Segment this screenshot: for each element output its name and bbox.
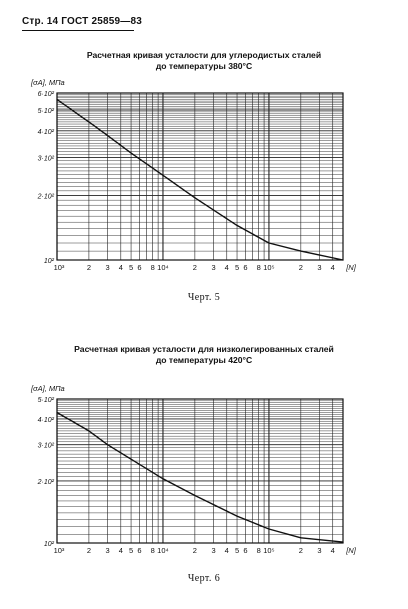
y-axis-label: [σA], МПа — [30, 78, 65, 87]
x-tick-label: 8 — [151, 546, 155, 555]
x-tick-label: 5 — [129, 263, 133, 272]
fatigue-curve — [56, 411, 344, 543]
chart-6-title-line1: Расчетная кривая усталости для низколеги… — [74, 344, 334, 354]
x-tick-label: 3 — [105, 546, 109, 555]
x-tick-label: 2 — [87, 546, 91, 555]
x-tick-label: 2 — [193, 546, 197, 555]
x-tick-label: 5 — [235, 546, 239, 555]
x-tick-label: 3 — [317, 546, 321, 555]
chart-5-caption: Черт. 5 — [187, 292, 221, 303]
x-tick-label: 8 — [257, 546, 261, 555]
x-tick-label: 4 — [331, 546, 335, 555]
y-tick-label: 6·10² — [38, 91, 55, 98]
y-tick-label: 2·10² — [37, 479, 55, 486]
x-tick-label: 6 — [243, 263, 247, 272]
y-tick-label: 5·10² — [38, 108, 55, 115]
x-tick-label: 2 — [299, 546, 303, 555]
x-tick-label: 5 — [235, 263, 239, 272]
y-tick-label: 2·10² — [37, 193, 55, 200]
x-tick-label: 10³ — [54, 546, 65, 555]
x-tick-label: 3 — [211, 546, 215, 555]
x-tick-label: 6 — [137, 546, 141, 555]
x-tick-label: 4 — [331, 263, 335, 272]
plot-frame — [56, 92, 344, 261]
x-tick-label: 3 — [105, 263, 109, 272]
x-tick-label: 2 — [299, 263, 303, 272]
y-axis-label: [σA], МПа — [30, 384, 65, 393]
x-tick-label: 6 — [243, 546, 247, 555]
x-tick-label: 3 — [317, 263, 321, 272]
x-tick-label: 10⁵ — [263, 263, 274, 272]
x-tick-label: 4 — [119, 546, 123, 555]
x-tick-label: 5 — [129, 546, 133, 555]
x-tick-label: 2 — [193, 263, 197, 272]
x-tick-label: 6 — [137, 263, 141, 272]
y-tick-label: 4·10² — [38, 417, 55, 424]
plot-frame — [56, 398, 344, 544]
chart-5-title-line1: Расчетная кривая усталости для углеродис… — [86, 50, 322, 60]
y-tick-label: 5·10² — [38, 397, 55, 404]
x-tick-label: 3 — [211, 263, 215, 272]
fatigue-curve — [56, 98, 344, 261]
y-tick-label: 3·10² — [38, 156, 55, 163]
chart-5-plot: 10³ 2 3 4 5 6 8 10⁴ 2 3 4 5 6 8 10⁵ 2 3 4 [N]6·10²5·10²4·1… — [30, 78, 357, 272]
x-tick-label: 10⁴ — [157, 546, 169, 555]
y-tick-label: 10² — [44, 258, 55, 265]
x-tick-label: 8 — [257, 263, 261, 272]
chart-6-title-line2: до температуры 420°С — [155, 355, 253, 365]
x-tick-label: 4 — [119, 263, 123, 272]
header-rule — [22, 30, 134, 31]
x-tick-label: 10⁴ — [157, 263, 169, 272]
y-tick-label: 3·10² — [38, 443, 55, 450]
x-axis-label: [N] — [345, 263, 357, 272]
chart-6-caption: Черт. 6 — [187, 573, 221, 584]
x-tick-label: 10⁵ — [263, 546, 274, 555]
x-tick-label: 4 — [225, 546, 229, 555]
y-tick-label: 10² — [44, 541, 55, 548]
page-header: Стр. 14 ГОСТ 25859—83 — [22, 16, 142, 27]
x-tick-label: 4 — [225, 263, 229, 272]
x-axis-label: [N] — [345, 546, 357, 555]
chart-5-title-line2: до температуры 380°С — [155, 61, 253, 71]
x-tick-label: 8 — [151, 263, 155, 272]
y-tick-label: 4·10² — [38, 129, 55, 136]
x-tick-label: 10³ — [54, 263, 65, 272]
x-tick-label: 2 — [87, 263, 91, 272]
